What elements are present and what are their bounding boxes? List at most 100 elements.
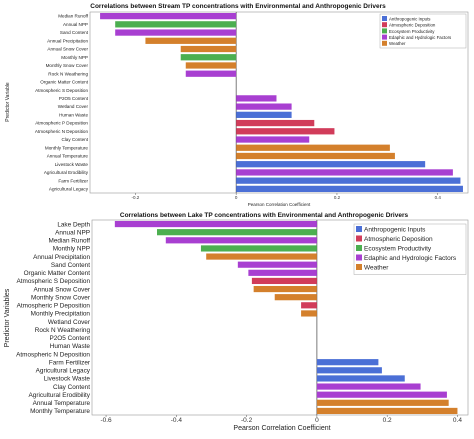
- category-label: Annual NPP: [55, 229, 90, 236]
- legend-swatch: [382, 34, 387, 40]
- bar-annual-snow-cover: [253, 285, 317, 293]
- y-axis-label: Predictor Variables: [4, 288, 11, 347]
- category-label: Median Runoff: [49, 238, 91, 245]
- category-label: Monthly Temperature: [30, 408, 90, 415]
- category-label: Annual Snow Cover: [34, 286, 91, 293]
- bar-monthly-snow-cover: [274, 294, 317, 301]
- bar-monthly-npp: [200, 245, 317, 252]
- legend-label: Weather: [389, 41, 406, 46]
- legend-label: Anthropogenic Inputs: [389, 16, 431, 21]
- category-label: Clay Content: [61, 137, 88, 142]
- category-label: Annual NPP: [63, 22, 88, 27]
- category-label: Monthly Snow Cover: [46, 63, 89, 68]
- category-label: Sand Content: [60, 30, 89, 35]
- legend: Anthropogenic Inputs Atmospheric Depositi…: [353, 223, 467, 275]
- bar-lake-depth: [114, 220, 317, 228]
- bar-sand-content: [237, 261, 317, 268]
- bar-p2o5-content: [236, 95, 277, 102]
- legend: Anthropogenic Inputs Atmospheric Depositi…: [379, 13, 467, 49]
- category-label: Atmospheric N Deposition: [16, 351, 90, 358]
- bar-clay-content: [236, 136, 310, 143]
- category-label: Annual Temperature: [33, 400, 91, 407]
- bar-monthly-temperature: [316, 407, 458, 415]
- tick-label: -0.2: [131, 195, 139, 200]
- category-label: Lake Depth: [57, 221, 90, 228]
- category-label: Atmospheric S Deposition: [16, 278, 90, 285]
- legend-label: Weather: [364, 264, 389, 271]
- category-label: Organic Matter Content: [40, 80, 88, 85]
- category-label: Monthly Temperature: [45, 145, 89, 150]
- legend-swatch: [382, 22, 387, 28]
- tick-label: -0.2: [241, 417, 253, 424]
- category-label: Farm Fertilizer: [58, 178, 88, 183]
- x-axis-ticks: -0.2 0 0.2 0.4: [131, 193, 441, 200]
- y-axis-label: Predictor Variable: [5, 82, 11, 122]
- tick-label: 0.4: [435, 195, 442, 200]
- category-label: Monthly Snow Cover: [31, 294, 91, 301]
- category-label: Clay Content: [53, 384, 90, 391]
- category-label: Atmospheric S Deposition: [35, 88, 88, 93]
- category-label: Atmospheric N Deposition: [35, 129, 89, 134]
- bar-median-runoff: [165, 237, 317, 244]
- tick-label: -0.4: [171, 417, 183, 424]
- legend-label: Atmospheric Deposition: [389, 23, 436, 28]
- category-label: Wetland Cover: [58, 104, 89, 109]
- legend-swatch: [382, 28, 387, 34]
- category-label: Livestock Waste: [55, 162, 89, 167]
- tick-label: 0: [235, 195, 238, 200]
- bar-annual-temperature: [236, 152, 395, 160]
- category-label: Annual Temperature: [47, 154, 89, 159]
- x-axis-ticks: -0.6 -0.4 -0.2 0 0.2 0.4: [100, 415, 462, 424]
- bar-annual-temperature: [316, 399, 449, 406]
- category-label: Atmospheric P Deposition: [35, 121, 88, 126]
- bar-rock-n-weathering: [185, 70, 237, 77]
- category-label: Rock N Weathering: [48, 71, 88, 76]
- bar-clay-content: [316, 383, 421, 390]
- category-label: Annual Precipitation: [47, 38, 88, 43]
- tick-label: 0.2: [383, 417, 392, 424]
- category-label: P2O5 Content: [49, 335, 90, 342]
- bar-annual-precipitation: [206, 253, 317, 260]
- bar-monthly-snow-cover: [185, 62, 237, 69]
- stream-tp-chart: Correlations between Stream TP concentra…: [5, 3, 469, 207]
- bar-agricultural-legacy: [316, 367, 382, 374]
- category-label: Organic Matter Content: [24, 270, 91, 277]
- tick-label: 0.4: [453, 417, 462, 424]
- bar-agricultural-erodibility: [236, 169, 453, 176]
- legend-swatch: [382, 40, 387, 46]
- category-label: Atmospheric P Deposition: [17, 303, 91, 310]
- bar-series: [100, 12, 463, 193]
- category-label: Monthly NPP: [61, 55, 88, 60]
- category-label: Median Runoff: [58, 14, 89, 19]
- bar-atmospheric-s-deposition: [251, 277, 317, 285]
- lake-tp-chart: Correlations between Lake TP concentrati…: [4, 212, 469, 432]
- tick-label: 0.2: [334, 195, 341, 200]
- chart-title: Correlations between Stream TP concentra…: [90, 3, 386, 10]
- bar-annual-npp: [115, 21, 237, 28]
- legend-label: Edaphic and Hydrologic Factors: [364, 255, 457, 262]
- category-label: Agricultural Erodibility: [44, 170, 89, 175]
- category-label: Monthly Precipitation: [31, 311, 91, 318]
- bar-series: [114, 220, 458, 415]
- legend-box: [379, 13, 467, 49]
- tick-label: 0: [315, 417, 319, 424]
- legend-label: Ecosystem Productivity: [389, 29, 435, 34]
- legend-swatch: [356, 264, 362, 270]
- legend-swatch: [382, 16, 387, 21]
- x-axis-label: Pearson Correlation Coefficient: [248, 202, 311, 207]
- legend-label: Atmospheric Deposition: [364, 236, 433, 243]
- legend-box: [353, 223, 467, 275]
- legend-swatch: [356, 245, 362, 251]
- tick-label: -0.6: [100, 417, 112, 424]
- bar-livestock-waste: [316, 375, 405, 382]
- category-label: Annual Snow Cover: [47, 47, 88, 52]
- bar-wetland-cover: [236, 103, 292, 110]
- bar-monthly-npp: [180, 54, 237, 61]
- category-label: Rock N Weathering: [35, 327, 91, 334]
- bar-annual-npp: [157, 229, 317, 236]
- bar-median-runoff: [100, 12, 237, 20]
- category-label: Agricultural Legacy: [49, 186, 89, 191]
- bar-atmospheric-n-deposition: [236, 128, 335, 135]
- bar-farm-fertilizer: [316, 359, 379, 366]
